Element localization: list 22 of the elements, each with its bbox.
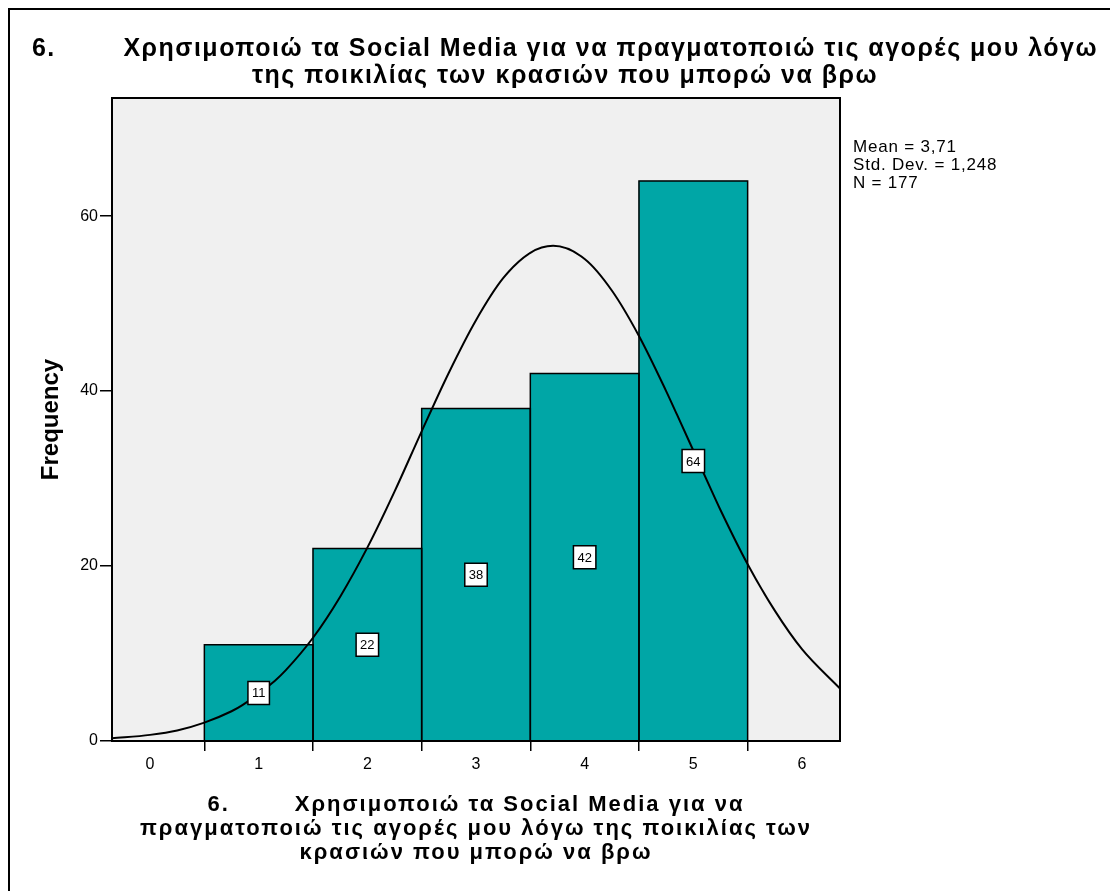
text: N = 177	[853, 173, 919, 192]
data-label: 22	[360, 637, 375, 653]
data-label: 11	[251, 685, 266, 701]
x-tick-label: 6	[797, 755, 807, 773]
x-tick-label: 3	[471, 755, 481, 773]
y-tick-label: 40	[80, 381, 99, 399]
text: Std. Dev. = 1,248	[853, 155, 998, 174]
chart-title: 6. Χρησιμοποιώ τα Social Media για να πραγματοποιώ τις αγορές μου λόγω της ποικιλίας των κρασιών που μπορώ να βρω	[30, 33, 1100, 88]
y-tick-label: 20	[80, 556, 99, 574]
y-tick-label: 0	[89, 731, 99, 749]
text: Mean = 3,71	[853, 137, 957, 156]
y-tick-label: 60	[80, 206, 99, 224]
data-label: 38	[468, 567, 484, 583]
data-label: 64	[686, 453, 701, 469]
x-tick-label: 4	[580, 755, 590, 773]
x-tick-label: 5	[688, 755, 698, 773]
x-tick-label: 0	[145, 755, 155, 773]
data-label: 42	[577, 549, 592, 565]
x-tick-label: 2	[362, 755, 372, 773]
x-axis-title: 6. Χρησιμοποιώ τα Social Media για να πραγματοποιώ τις αγορές μου λόγω της ποικιλίας των κρασιών που μπορώ να βρω	[138, 791, 814, 864]
x-tick-label: 1	[254, 755, 264, 773]
y-axis-title: Frequency	[36, 358, 64, 481]
